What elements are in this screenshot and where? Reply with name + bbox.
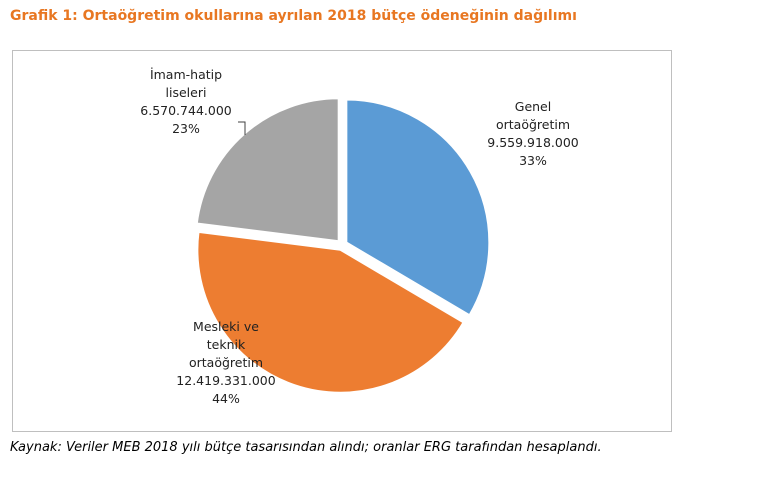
slice-label: Mesleki ve teknik ortaöğretim 12.419.331.… [176, 318, 275, 408]
slice-name: İmam-hatip liseleri [149, 67, 223, 100]
pie-slice [345, 98, 491, 317]
pie-slice [196, 230, 465, 394]
slice-name: Mesleki ve teknik ortaöğretim [188, 319, 264, 370]
slice-percent: 44% [212, 391, 240, 406]
slice-percent: 23% [172, 121, 200, 136]
slice-value: 12.419.331.000 [176, 373, 276, 388]
chart-area [12, 50, 672, 432]
slice-name: Genel ortaöğretim [495, 99, 571, 132]
chart-title: Grafik 1: Ortaöğretim okullarına ayrılan… [10, 8, 577, 24]
source-note: Kaynak: Veriler MEB 2018 yılı bütçe tasa… [10, 440, 602, 455]
slice-label: Genel ortaöğretim 9.559.918.000 33% [487, 98, 578, 170]
slice-value: 9.559.918.000 [487, 135, 579, 150]
leader-line [238, 121, 246, 135]
slice-label: İmam-hatip liseleri 6.570.744.000 23% [140, 66, 231, 138]
pie-slice [195, 97, 340, 243]
slice-value: 6.570.744.000 [140, 103, 232, 118]
slice-percent: 33% [519, 153, 547, 168]
